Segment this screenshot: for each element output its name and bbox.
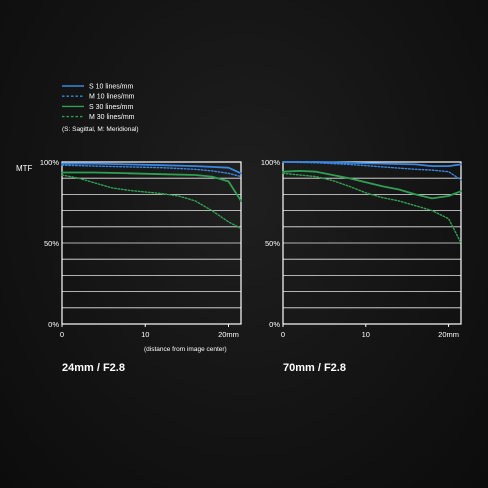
x-tick-label: 10 bbox=[362, 330, 370, 339]
chart-title: 70mm / F2.8 bbox=[283, 362, 346, 374]
chart-1: 0% 50% 100% 0 10 20mm 24mm / F2.8 bbox=[40, 158, 242, 374]
series-line-m-10-lines-mm bbox=[282, 161, 462, 181]
y-tick-label: 50% bbox=[265, 239, 280, 248]
y-tick-label: 0% bbox=[269, 320, 280, 329]
series-line-m-30-lines-mm bbox=[282, 172, 462, 244]
x-tick-label: 20mm bbox=[218, 330, 239, 339]
charts: 0% 50% 100% 0 10 20mm 24mm / F2.8 0% 50% 100% 0 10 2… bbox=[40, 158, 462, 374]
y-tick-label: 100% bbox=[261, 158, 281, 167]
series-line-s-10-lines-mm bbox=[282, 161, 462, 168]
legend-label-s-30-lines-mm: S 30 lines/mm bbox=[89, 104, 134, 111]
chart-title: 24mm / F2.8 bbox=[62, 362, 125, 374]
y-axis-label: MTF bbox=[16, 164, 33, 173]
x-axis-note: (distance from image center) bbox=[144, 346, 227, 353]
x-tick-label: 0 bbox=[60, 330, 64, 339]
x-tick-label: 10 bbox=[141, 330, 149, 339]
legend-label-m-10-lines-mm: M 10 lines/mm bbox=[89, 94, 135, 101]
x-tick-label: 0 bbox=[281, 330, 285, 339]
series-line-m-10-lines-mm bbox=[61, 164, 242, 178]
chart-2: 0% 50% 100% 0 10 20mm 70mm / F2.8 bbox=[261, 158, 462, 374]
legend-label-s-10-lines-mm: S 10 lines/mm bbox=[89, 84, 134, 91]
x-tick-label: 20mm bbox=[438, 330, 459, 339]
y-tick-label: 0% bbox=[48, 320, 59, 329]
series-line-s-30-lines-mm bbox=[61, 171, 242, 202]
legend-note: (S: Sagittal, M: Meridional) bbox=[62, 126, 139, 133]
series-line-s-10-lines-mm bbox=[61, 162, 242, 175]
plot-frame bbox=[282, 161, 462, 325]
y-tick-label: 100% bbox=[40, 158, 60, 167]
series-line-m-30-lines-mm bbox=[61, 174, 242, 230]
plot-frame bbox=[61, 161, 242, 325]
series-line-s-30-lines-mm bbox=[282, 169, 462, 200]
legend-label-m-30-lines-mm: M 30 lines/mm bbox=[89, 114, 135, 121]
legend: S 10 lines/mm M 10 lines/mm S 30 lines/mm M… bbox=[62, 84, 135, 121]
y-tick-label: 50% bbox=[44, 239, 59, 248]
